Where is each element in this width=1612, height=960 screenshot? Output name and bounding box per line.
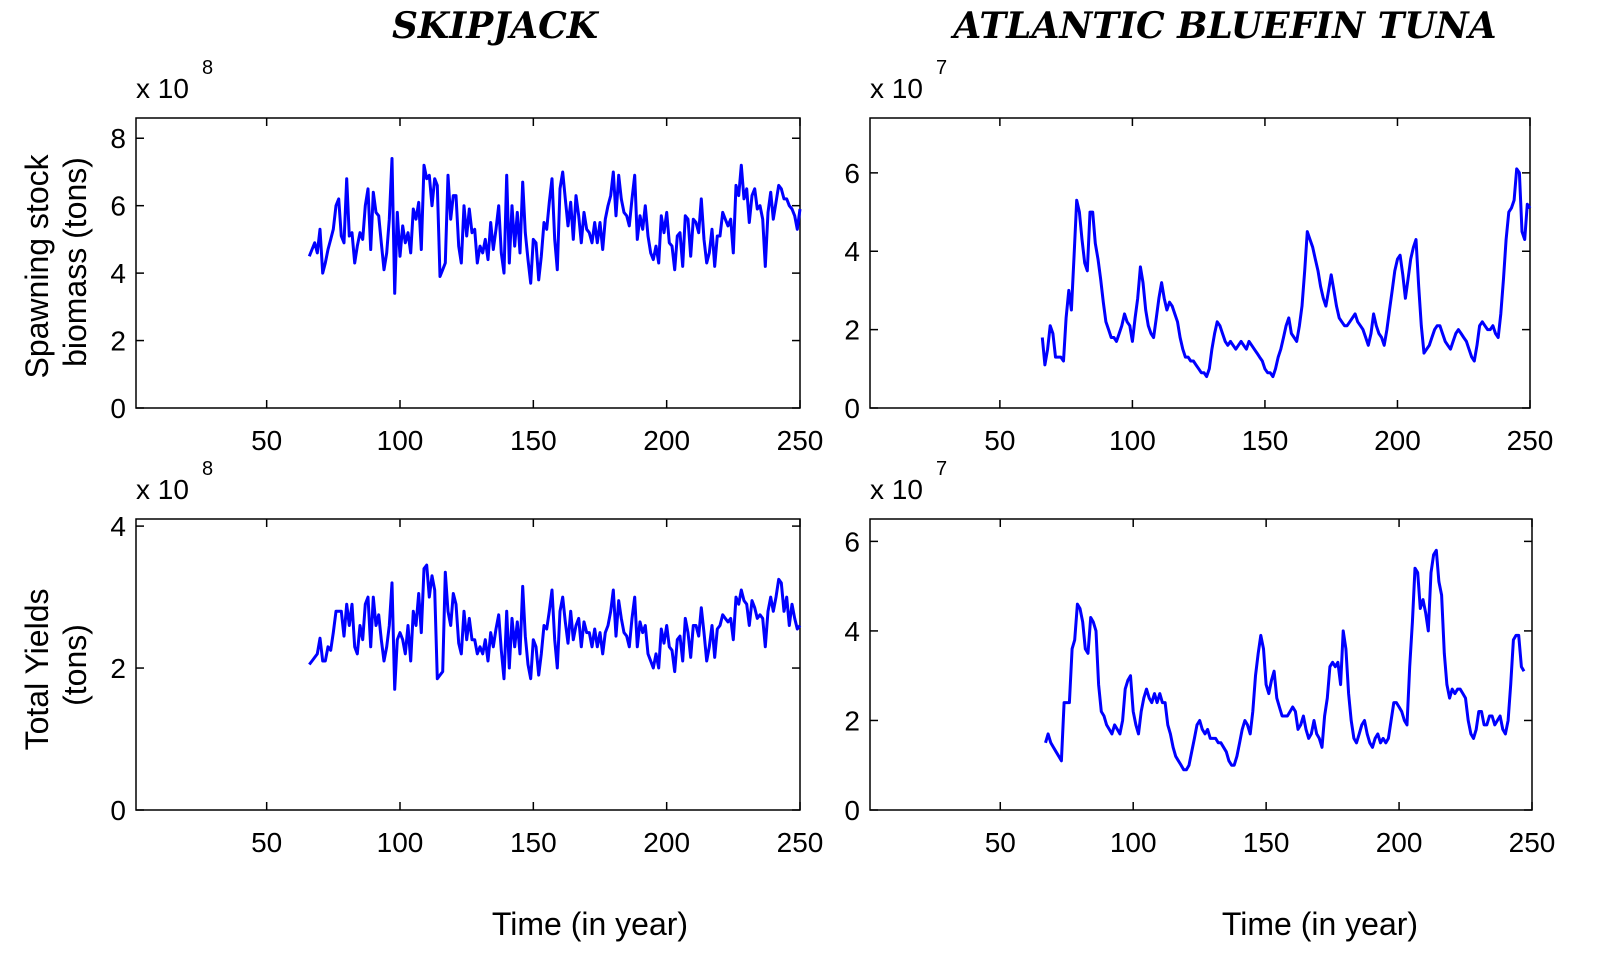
x-tick-label: 150 (510, 827, 557, 858)
y-tick-label: 2 (110, 326, 126, 357)
plot-frame (869, 117, 1531, 409)
y-scale-factor: x 10 (136, 73, 189, 104)
y-scale-exponent: 8 (202, 57, 213, 79)
ylabel-spawning-line-1: Spawning stock (19, 153, 55, 378)
panel-title-skipjack: SKIPJACK (392, 5, 600, 47)
y-tick-label: 6 (110, 191, 126, 222)
y-tick-label: 8 (110, 123, 126, 154)
x-tick-label: 200 (1376, 827, 1423, 858)
ylabel-yields-line-2: (tons) (57, 624, 93, 706)
series-line (307, 157, 802, 295)
x-tick-label: 250 (1507, 425, 1554, 456)
y-tick-label: 4 (844, 236, 860, 267)
xlabel-bluefin: Time (in year) (1222, 906, 1418, 942)
y-scale-factor: x 10 (870, 474, 923, 505)
y-tick-label: 2 (844, 315, 860, 346)
series-line (1044, 548, 1526, 772)
plot-frame (869, 518, 1533, 811)
y-tick-label: 4 (110, 511, 126, 542)
plot-frame (135, 518, 801, 811)
y-scale-factor: x 10 (870, 73, 923, 104)
x-tick-label: 150 (510, 425, 557, 456)
x-tick-label: 200 (643, 425, 690, 456)
y-scale-factor: x 10 (136, 474, 189, 505)
x-tick-label: 100 (377, 827, 424, 858)
x-tick-label: 50 (984, 425, 1015, 456)
y-tick-label: 0 (844, 393, 860, 424)
x-tick-label: 150 (1243, 827, 1290, 858)
chart-panel-0: 50 100 150 200 250 0 2 4 6 8 x 10 8 (110, 57, 823, 456)
y-scale-exponent: 8 (202, 458, 213, 480)
xlabel-skipjack: Time (in year) (492, 906, 688, 942)
y-tick-label: 2 (110, 653, 126, 684)
y-tick-label: 4 (844, 616, 860, 647)
y-scale-exponent: 7 (936, 458, 947, 480)
x-tick-label: 50 (985, 827, 1016, 858)
chart-panel-1: 50 100 150 200 250 0 2 4 6 x 10 7 (844, 57, 1553, 456)
y-tick-label: 0 (110, 795, 126, 826)
y-tick-label: 2 (844, 705, 860, 736)
y-tick-label: 6 (844, 158, 860, 189)
y-tick-label: 0 (844, 795, 860, 826)
ylabel-total-yields: Total Yields (tons) (19, 580, 93, 751)
chart-panel-3: 50 100 150 200 250 0 2 4 6 x 10 7 (844, 458, 1555, 858)
x-tick-label: 250 (777, 827, 824, 858)
x-tick-label: 250 (777, 425, 824, 456)
panel-title-bluefin: ATLANTIC BLUEFIN TUNA (950, 5, 1496, 47)
y-tick-label: 0 (110, 393, 126, 424)
chart-panel-2: 50 100 150 200 250 0 2 4 x 10 8 (110, 458, 823, 858)
x-tick-label: 250 (1509, 827, 1556, 858)
plot-frame (135, 117, 801, 409)
x-tick-label: 100 (1110, 827, 1157, 858)
series-line (1040, 167, 1532, 379)
y-scale-exponent: 7 (936, 57, 947, 79)
y-tick-label: 6 (844, 526, 860, 557)
x-tick-label: 200 (1374, 425, 1421, 456)
x-tick-label: 50 (251, 827, 282, 858)
x-tick-label: 150 (1242, 425, 1289, 456)
x-tick-label: 100 (1109, 425, 1156, 456)
y-tick-label: 4 (110, 258, 126, 289)
ylabel-spawning-line-2: biomass (tons) (57, 157, 93, 367)
ylabel-spawning-stock: Spawning stock biomass (tons) (19, 145, 93, 378)
x-tick-label: 100 (377, 425, 424, 456)
series-line (308, 563, 802, 691)
x-tick-label: 50 (251, 425, 282, 456)
x-tick-label: 200 (643, 827, 690, 858)
ylabel-yields-line-1: Total Yields (19, 589, 55, 751)
